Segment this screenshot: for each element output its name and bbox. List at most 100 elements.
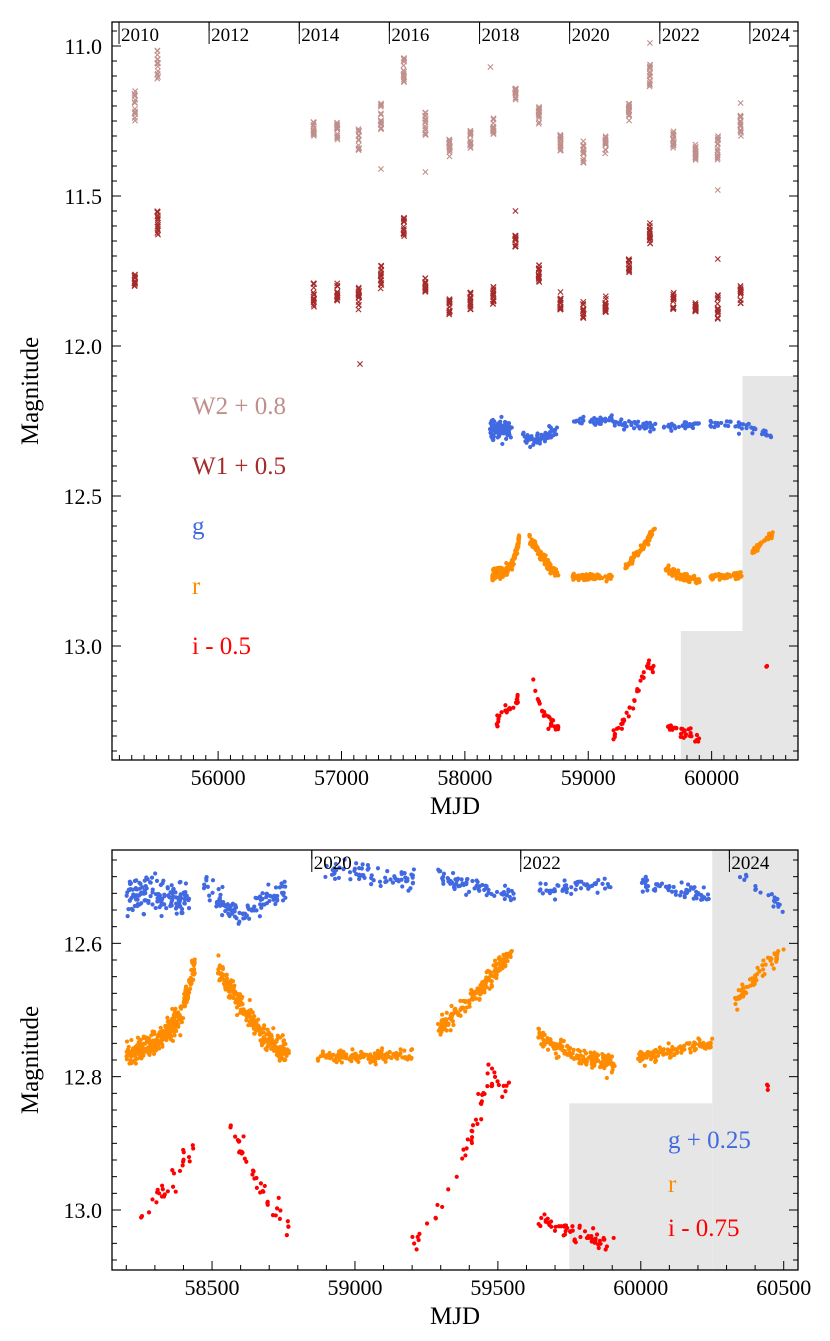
data-point-i-0-75-s0-23 (187, 1159, 192, 1164)
series-r (490, 526, 775, 586)
data-point-i-0-75-s3-20 (578, 1234, 583, 1240)
data-point-r-s6-59 (753, 975, 758, 980)
data-point-r-s5-58 (728, 574, 733, 579)
data-point-g-s4-9 (740, 422, 746, 427)
top-panel: 56000 57000 58000 59000 60000 11.0 11.5 12.0 12.… (17, 21, 799, 820)
data-point-r-s0-235 (153, 1048, 159, 1053)
data-point-g-0-25-s5-57 (704, 897, 709, 902)
data-point-g-0-25-s0-58 (132, 903, 137, 909)
data-point-r-s6-39 (769, 536, 774, 541)
data-point-r-s2-121 (402, 1056, 408, 1061)
data-point-r-s1-148 (262, 1023, 267, 1028)
data-point-g-0-25-s0-144 (134, 895, 139, 901)
data-point-i-0-75-s2-32 (410, 1234, 415, 1240)
data-point-i-0-75-s3-30 (553, 1224, 558, 1229)
data-point-g-0-25-s0-135 (142, 890, 148, 895)
data-point-w1-0-5-e6-14 (400, 218, 407, 225)
data-point-i-0-75-s0-20 (150, 1197, 155, 1202)
data-point-i-0-75-s3-34 (567, 1229, 573, 1234)
data-point-r-s2-94 (387, 1049, 392, 1055)
data-point-i-0-75-s2-3 (454, 1174, 459, 1179)
data-point-i-0-5-s3-20 (679, 726, 684, 731)
data-point-i-0-75-s3-33 (601, 1237, 606, 1242)
data-point-r-s6-28 (781, 947, 786, 952)
data-point-r-s1-228 (236, 997, 241, 1002)
data-point-w2-0-8-e14-15 (580, 157, 587, 164)
data-point-r-s0-300 (187, 979, 192, 985)
data-point-g-s4-44 (723, 423, 728, 428)
data-point-w1-0-5-e8-13 (446, 299, 453, 306)
data-point-r-s0-173 (174, 1023, 179, 1029)
data-point-g-0-25-s6-17 (758, 890, 763, 895)
data-point-r-s3-123 (488, 970, 493, 975)
data-point-r-s0-318 (154, 1039, 160, 1044)
data-point-r-s2-74 (572, 574, 577, 579)
data-point-r-s6-32 (735, 1007, 740, 1012)
data-point-w1-0-5-e16-15 (626, 263, 633, 270)
data-point-g-0-25-s0-123 (180, 910, 185, 916)
data-point-r-s5-100 (658, 1049, 663, 1055)
data-point-i-0-5-s0-11 (503, 708, 508, 713)
data-point-g-0-25-s0-111 (178, 904, 183, 909)
data-point-i-0-5-s2-35 (612, 731, 618, 737)
data-point-g-s0-86 (500, 424, 506, 430)
data-point-r-s2-60 (608, 572, 613, 577)
data-point-r-s4-79 (694, 577, 699, 582)
year-label: 2016 (391, 25, 429, 46)
data-point-w2-0-8-e16-6 (626, 117, 633, 124)
data-point-w1-0-5-e2-14 (310, 280, 317, 287)
data-point-w2-0-8-e2-15 (310, 127, 317, 134)
data-point-g-s2-77 (648, 429, 653, 434)
y-tick-label: 11.5 (64, 184, 102, 209)
data-point-r-s5-45 (731, 573, 736, 578)
data-point-i-0-75-s0-22 (186, 1154, 192, 1160)
data-point-w1-0-5-e20-15 (715, 308, 722, 315)
data-point-r-s2-137 (321, 1053, 326, 1058)
data-point-r-s4-137 (562, 1051, 567, 1056)
data-point-r-s4-148 (604, 1060, 609, 1065)
data-point-g-0-25-s4-53 (574, 882, 579, 887)
data-point-w2-0-8-e17-12 (646, 81, 653, 88)
data-point-g-s4-38 (712, 425, 717, 430)
data-point-g-0-25-s0-119 (145, 877, 150, 882)
data-point-g-s3-29 (683, 423, 689, 429)
data-point-g-0-25-s0-47 (154, 878, 160, 883)
data-point-g-0-25-s0-39 (162, 892, 167, 897)
data-point-r-s4-133 (583, 1051, 589, 1056)
data-point-g-s3-24 (668, 423, 673, 428)
data-point-r-s2-79 (603, 574, 608, 579)
data-point-g-0-25-s0-149 (135, 901, 140, 907)
data-point-r-s3-73 (638, 548, 643, 553)
data-point-i-0-75-s2-47 (435, 1202, 440, 1208)
data-point-r-s3-178 (497, 965, 502, 970)
data-point-g-s2-0 (631, 426, 637, 431)
data-point-i-0-5-s1-18 (540, 709, 545, 714)
data-point-i-0-75-s2-13 (465, 1137, 470, 1142)
data-point-r-s3-62 (477, 996, 482, 1002)
data-point-w1-0-5-e1-13 (154, 226, 161, 232)
data-point-r-s2-139 (349, 1055, 354, 1060)
data-point-w2-0-8-e13-15 (557, 136, 564, 143)
data-point-i-0-5-s1-2 (541, 713, 546, 718)
data-point-w1-0-5-e20-5 (714, 294, 721, 301)
data-point-i-0-75-s3-19 (552, 1228, 558, 1233)
data-point-r-s5-45 (687, 1046, 693, 1052)
data-point-g-0-25-s3-54 (506, 887, 511, 892)
data-point-g-0-25-s0-137 (159, 902, 164, 907)
data-point-r-s1-210 (276, 1051, 281, 1056)
x-axis-title: MJD (430, 1303, 480, 1330)
data-point-w1-0-5-e2-15 (310, 281, 317, 288)
data-point-r-s6-47 (768, 955, 773, 961)
data-point-r-s5-55 (739, 573, 744, 579)
data-point-g-0-25-s2-67 (409, 872, 414, 877)
data-point-g-s4-36 (768, 433, 773, 438)
data-point-r-s3-134 (464, 1005, 470, 1010)
data-point-i-0-5-s4-2 (764, 664, 769, 669)
data-point-r-s0-234 (176, 1010, 181, 1015)
data-point-w2-0-8-e4-10 (355, 126, 362, 133)
data-point-w1-0-5-e14-13 (580, 301, 587, 307)
data-point-g-0-25-s1-47 (210, 878, 216, 883)
data-point-i-0-75-s2-38 (485, 1084, 490, 1089)
data-point-g-0-25-s1-49 (258, 902, 263, 907)
data-point-w1-0-5-e17-8 (646, 228, 653, 235)
